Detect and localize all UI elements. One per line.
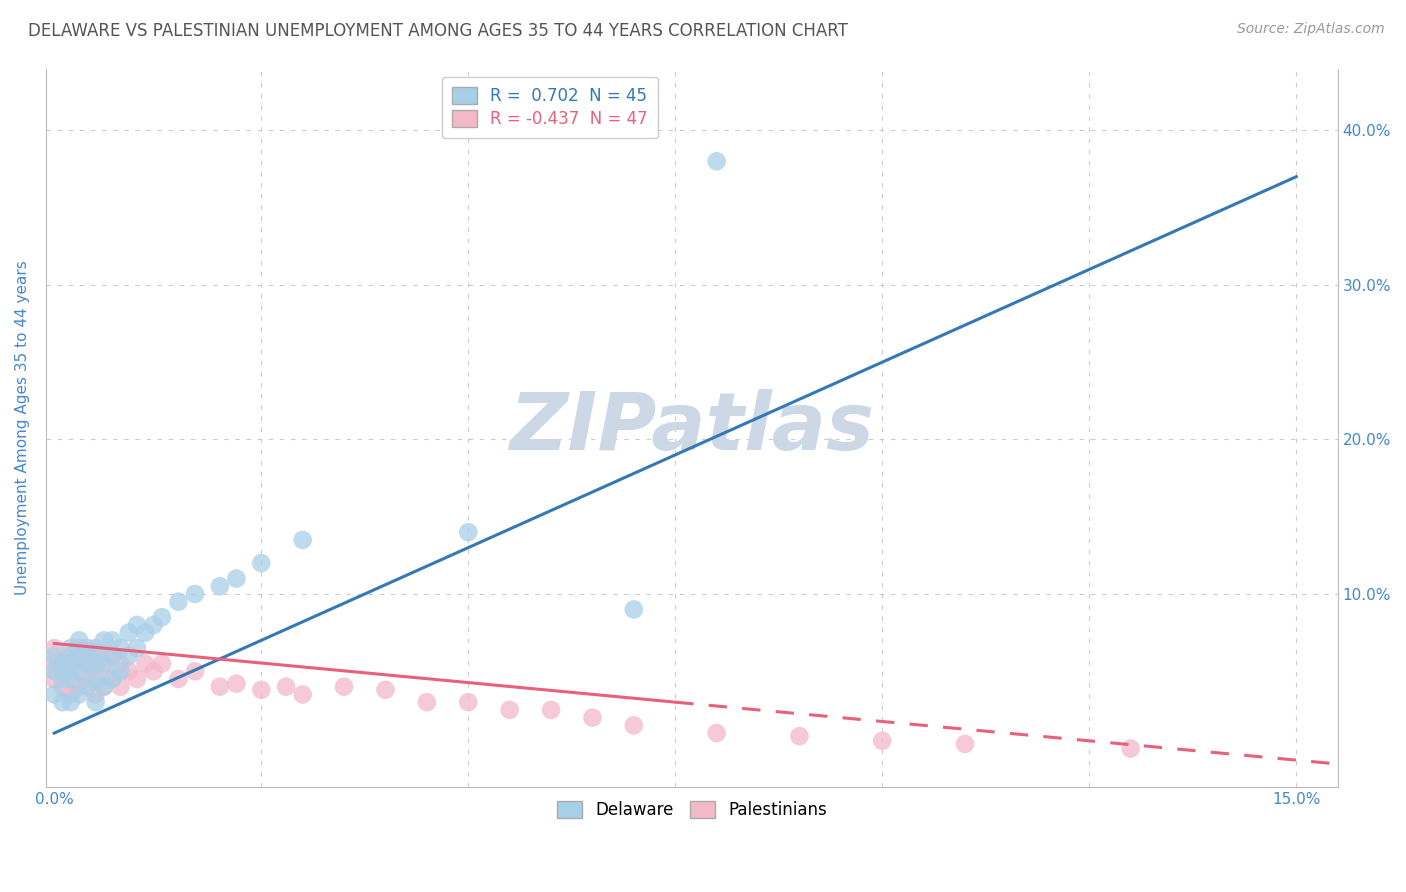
Point — [870, 733, 893, 747]
Point — [706, 154, 728, 169]
Point — [76, 657, 98, 671]
Point — [93, 633, 115, 648]
Point — [167, 672, 190, 686]
Point — [101, 633, 124, 648]
Point — [44, 641, 66, 656]
Point — [51, 657, 73, 671]
Point — [67, 648, 90, 663]
Point — [44, 688, 66, 702]
Point — [101, 648, 124, 663]
Point — [457, 525, 479, 540]
Point — [67, 680, 90, 694]
Point — [67, 657, 90, 671]
Point — [498, 703, 520, 717]
Point — [581, 711, 603, 725]
Point — [84, 657, 107, 671]
Point — [93, 657, 115, 671]
Point — [118, 625, 141, 640]
Point — [250, 682, 273, 697]
Point — [250, 556, 273, 570]
Point — [110, 657, 132, 671]
Point — [274, 680, 297, 694]
Point — [184, 665, 207, 679]
Point — [59, 665, 82, 679]
Point — [953, 737, 976, 751]
Point — [1119, 741, 1142, 756]
Point — [225, 676, 247, 690]
Point — [44, 672, 66, 686]
Point — [142, 618, 165, 632]
Point — [59, 688, 82, 702]
Point — [44, 648, 66, 663]
Point — [59, 648, 82, 663]
Point — [84, 646, 107, 660]
Point — [93, 680, 115, 694]
Point — [374, 682, 396, 697]
Point — [67, 641, 90, 656]
Point — [118, 648, 141, 663]
Point — [134, 625, 156, 640]
Point — [51, 672, 73, 686]
Point — [623, 602, 645, 616]
Point — [110, 665, 132, 679]
Point — [416, 695, 439, 709]
Point — [76, 641, 98, 656]
Point — [291, 688, 314, 702]
Point — [291, 533, 314, 547]
Point — [167, 595, 190, 609]
Point — [84, 665, 107, 679]
Point — [125, 672, 148, 686]
Point — [59, 695, 82, 709]
Point — [59, 657, 82, 671]
Point — [93, 680, 115, 694]
Point — [110, 641, 132, 656]
Point — [142, 665, 165, 679]
Point — [134, 657, 156, 671]
Point — [44, 665, 66, 679]
Text: ZIPatlas: ZIPatlas — [509, 389, 875, 467]
Point — [59, 641, 82, 656]
Point — [59, 672, 82, 686]
Point — [706, 726, 728, 740]
Point — [67, 665, 90, 679]
Point — [93, 657, 115, 671]
Point — [125, 641, 148, 656]
Point — [125, 618, 148, 632]
Point — [457, 695, 479, 709]
Point — [101, 672, 124, 686]
Point — [110, 680, 132, 694]
Point — [51, 695, 73, 709]
Point — [51, 680, 73, 694]
Point — [84, 688, 107, 702]
Point — [76, 672, 98, 686]
Point — [76, 648, 98, 663]
Point — [84, 641, 107, 656]
Point — [789, 729, 811, 743]
Point — [67, 688, 90, 702]
Point — [540, 703, 562, 717]
Point — [333, 680, 356, 694]
Point — [150, 610, 173, 624]
Point — [67, 633, 90, 648]
Point — [51, 657, 73, 671]
Point — [76, 680, 98, 694]
Point — [101, 672, 124, 686]
Point — [225, 572, 247, 586]
Point — [184, 587, 207, 601]
Point — [623, 718, 645, 732]
Point — [44, 657, 66, 671]
Point — [208, 579, 231, 593]
Point — [84, 672, 107, 686]
Point — [118, 665, 141, 679]
Text: DELAWARE VS PALESTINIAN UNEMPLOYMENT AMONG AGES 35 TO 44 YEARS CORRELATION CHART: DELAWARE VS PALESTINIAN UNEMPLOYMENT AMO… — [28, 22, 848, 40]
Point — [208, 680, 231, 694]
Point — [150, 657, 173, 671]
Text: Source: ZipAtlas.com: Source: ZipAtlas.com — [1237, 22, 1385, 37]
Point — [84, 695, 107, 709]
Y-axis label: Unemployment Among Ages 35 to 44 years: Unemployment Among Ages 35 to 44 years — [15, 260, 30, 595]
Legend: Delaware, Palestinians: Delaware, Palestinians — [550, 794, 834, 826]
Point — [101, 648, 124, 663]
